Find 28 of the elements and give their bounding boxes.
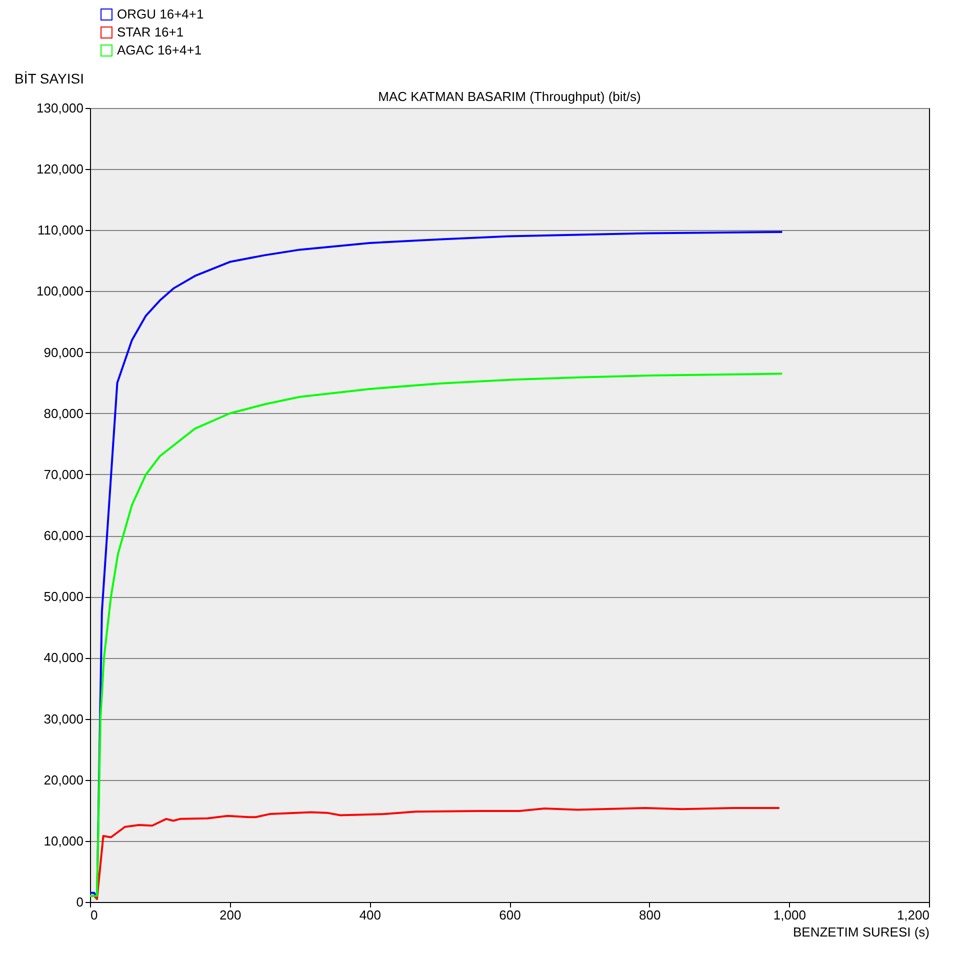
y-tick-label: 60,000: [44, 528, 84, 544]
x-tick-label: 400: [359, 908, 382, 922]
y-tick-label: 50,000: [44, 589, 84, 604]
legend-label: ORGU 16+4+1: [117, 6, 204, 22]
chart-title: MAC KATMAN BASARIM (Throughput) (bit/s): [378, 89, 641, 104]
x-tick-label: 1,000: [773, 908, 806, 922]
y-tick-label: 20,000: [44, 772, 84, 788]
y-axis-title: BİT SAYISI: [14, 70, 84, 86]
y-tick-label: 100,000: [36, 284, 84, 299]
y-tick-label: 70,000: [44, 466, 84, 482]
y-tick-label: 30,000: [44, 711, 84, 726]
y-tick-label: 130,000: [36, 100, 84, 116]
x-axis-title: BENZETIM SURESI (s): [792, 924, 930, 940]
x-tick-label: 1,200: [896, 908, 930, 922]
y-tick-label: 0: [76, 894, 84, 910]
y-tick-label: 90,000: [44, 344, 84, 360]
x-tick-label: 0: [90, 908, 98, 922]
legend-label: STAR 16+1: [117, 24, 184, 40]
x-tick-label: 200: [219, 908, 242, 922]
y-tick-label: 110,000: [37, 222, 84, 238]
y-tick-label: 80,000: [44, 406, 84, 421]
x-tick-label: 800: [638, 908, 661, 922]
y-tick-label: 40,000: [44, 650, 84, 666]
legend-label: AGAC 16+4+1: [117, 42, 202, 58]
x-tick-label: 600: [499, 908, 521, 922]
line-series: [90, 372, 784, 897]
y-tick-label: 120,000: [36, 162, 84, 177]
y-tick-label: 10,000: [44, 833, 84, 848]
